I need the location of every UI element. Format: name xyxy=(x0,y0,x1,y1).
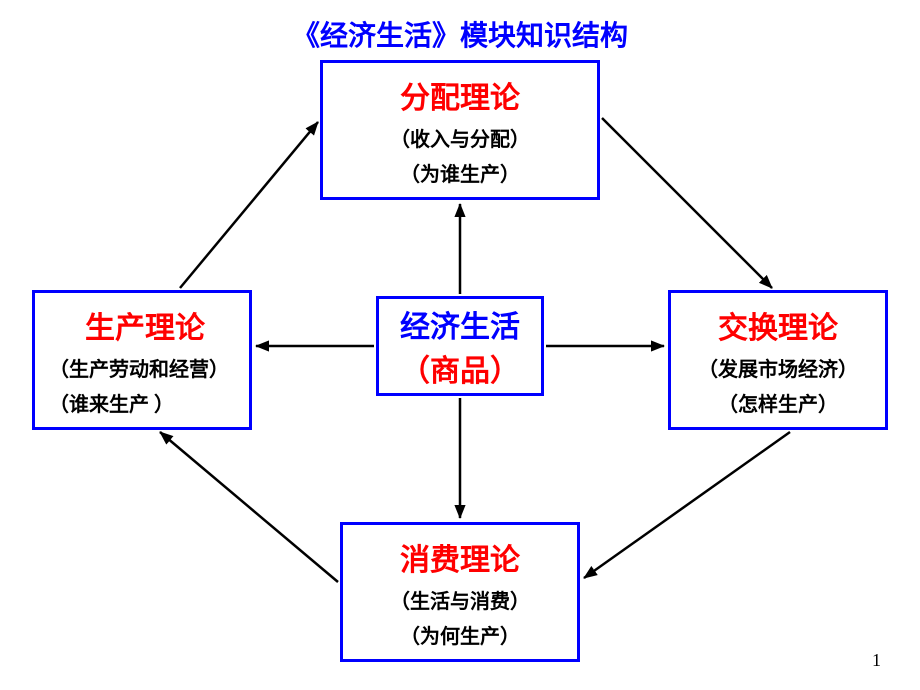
node-exchange-sub1: （发展市场经济） xyxy=(698,353,858,382)
node-production-title: 生产理论 xyxy=(85,303,205,347)
node-distribution-sub1: （收入与分配） xyxy=(390,123,530,152)
node-production-sub2: （谁来生产 ） xyxy=(49,388,174,417)
node-exchange-sub2: （怎样生产） xyxy=(718,388,838,417)
node-production: 生产理论 （生产劳动和经营） （谁来生产 ） xyxy=(32,290,252,430)
center-line1: 经济生活 xyxy=(400,302,520,346)
node-consumption-sub2: （为何生产） xyxy=(400,620,520,649)
arrow xyxy=(180,122,318,288)
node-distribution-title: 分配理论 xyxy=(400,73,520,117)
node-production-sub1: （生产劳动和经营） xyxy=(49,353,229,382)
node-consumption-title: 消费理论 xyxy=(400,535,520,579)
page-number: 1 xyxy=(872,650,881,671)
arrow xyxy=(602,118,772,288)
node-distribution-sub2: （为谁生产） xyxy=(400,158,520,187)
node-exchange-title: 交换理论 xyxy=(718,303,838,347)
node-exchange: 交换理论 （发展市场经济） （怎样生产） xyxy=(668,290,888,430)
center-node: 经济生活 （商品） xyxy=(376,296,544,396)
center-line2: （商品） xyxy=(400,346,520,390)
diagram-title: 《经济生活》模块知识结构 xyxy=(180,14,740,54)
arrow xyxy=(160,432,338,582)
node-consumption-sub1: （生活与消费） xyxy=(390,585,530,614)
arrow xyxy=(584,432,790,578)
node-distribution: 分配理论 （收入与分配） （为谁生产） xyxy=(320,60,600,200)
node-consumption: 消费理论 （生活与消费） （为何生产） xyxy=(340,522,580,662)
